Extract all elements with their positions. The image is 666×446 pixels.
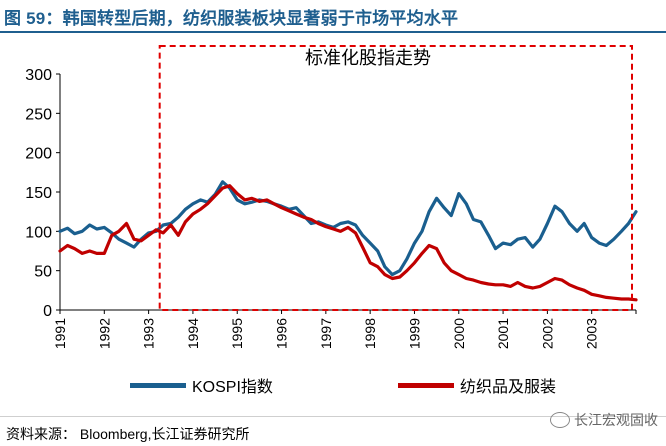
watermark: 长江宏观固收 [550,410,658,430]
legend-swatch-kospi [130,382,186,388]
x-tick-label: 1995 [229,318,245,349]
y-tick-label: 300 [25,67,52,84]
x-tick-label: 2002 [539,318,555,349]
x-tick-label: 1993 [141,318,157,349]
x-tick-label: 1992 [96,318,112,349]
x-tick-label: 2001 [495,318,511,349]
y-tick-label: 0 [43,303,52,320]
x-tick-label: 1991 [52,318,68,349]
y-tick-label: 50 [34,264,52,281]
y-tick-label: 200 [25,146,52,163]
x-tick-label: 2000 [451,318,467,349]
wechat-logo-icon [550,412,570,428]
figure-title: 图 59：韩国转型后期，纺织服装板块显著弱于市场平均水平 [4,9,459,28]
line-chart: 标准化股指走势 0 50 100 150 200 250 300 1991 1992 1993 199… [25,45,638,349]
legend-label-kospi: KOSPI指数 [192,379,273,396]
source-note: 资料来源： Bloomberg,长江证券研究所 [6,426,250,442]
x-tick-label: 1996 [274,318,290,349]
y-tick-label: 100 [25,224,52,241]
legend-swatch-textile [398,382,454,388]
x-tick-label: 1997 [318,318,334,349]
watermark-text: 长江宏观固收 [574,412,658,428]
highlight-box [158,45,633,311]
y-tick-label: 150 [25,185,52,202]
title-rule [0,31,666,33]
legend-item-textile: 纺织品及服装 [398,374,556,396]
x-tick-label: 1998 [362,318,378,349]
bottom-rule [0,416,666,417]
x-tick-label: 1994 [185,318,201,349]
x-tick-label: 1999 [406,318,422,349]
x-tick-label: 2003 [584,318,600,349]
y-tick-label: 250 [25,106,52,123]
legend-label-textile: 纺织品及服装 [460,379,557,396]
legend-item-kospi: KOSPI指数 [130,374,273,396]
series-line-textile [58,184,638,302]
chart-title: 标准化股指走势 [305,48,431,68]
